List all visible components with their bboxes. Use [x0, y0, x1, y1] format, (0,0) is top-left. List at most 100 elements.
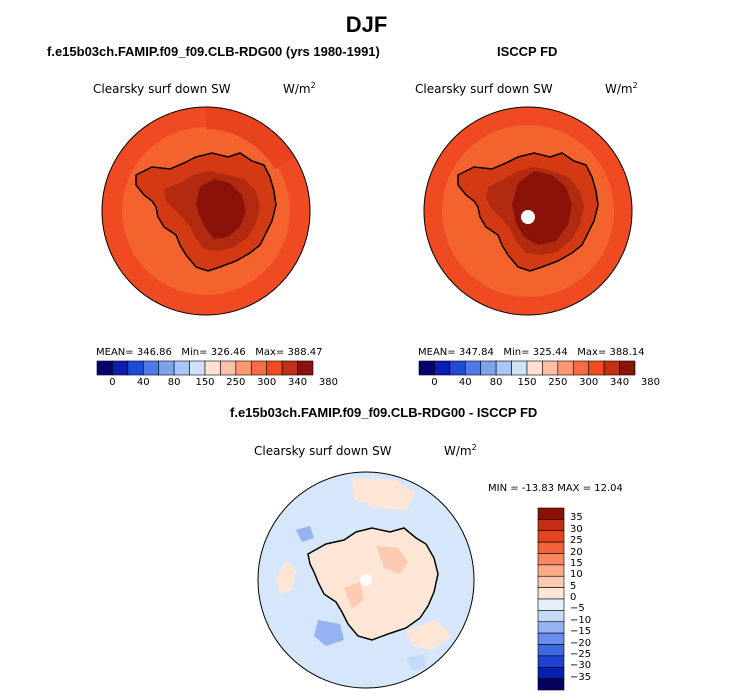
- diff-colorbar-tick-label: 15: [570, 557, 583, 569]
- model-units-label: W/m2: [283, 81, 316, 96]
- model-coastline: [135, 152, 277, 272]
- obs-colorbar-box: [619, 360, 636, 376]
- diff-colorbar-box: [537, 621, 565, 634]
- diff-continent-anomaly: [308, 528, 438, 640]
- diff-colorbar-tick-label: −10: [570, 614, 592, 626]
- obs-colorbar-tick-label: 40: [458, 377, 472, 388]
- model-colorbar-box: [220, 360, 237, 376]
- obs-colorbar-box: [557, 360, 574, 376]
- obs-colorbar-box: [603, 360, 620, 376]
- diff-colorbar-box: [537, 632, 565, 645]
- diff-negative-area-2: [296, 526, 314, 542]
- diff-continent-patch-1: [376, 546, 408, 574]
- diff-colorbar-tick-label: 0: [570, 592, 577, 603]
- model-colorbar-box: [204, 360, 221, 376]
- obs-colorbar-box: [434, 360, 451, 376]
- model-colorbar-box: [142, 360, 160, 376]
- diff-panel-title: f.e15b03ch.FAMIP.f09_f09.CLB-RDG00 - ISC…: [230, 405, 538, 420]
- obs-colorbar-box: [495, 360, 512, 376]
- obs-colorbar-tick-label: 150: [517, 377, 537, 388]
- diff-stats: MIN = -13.83 MAX = 12.04: [488, 483, 623, 494]
- model-colorbar-tick-label: 150: [195, 377, 215, 388]
- model-colorbar-box: [173, 360, 190, 376]
- diff-colorbar-tick-label: 30: [570, 523, 583, 535]
- diff-coastline: [307, 527, 439, 641]
- diff-colorbar-tick-label: 20: [570, 546, 583, 558]
- model-panel-title: f.e15b03ch.FAMIP.f09_f09.CLB-RDG00 (yrs …: [47, 44, 380, 59]
- model-colorbar-box: [96, 360, 113, 376]
- obs-units-label: W/m2: [605, 81, 638, 96]
- diff-positive-area-3: [406, 620, 452, 650]
- obs-stats: MEAN= 347.84 Min= 325.44 Max= 388.14: [418, 347, 645, 358]
- model-ring-patch: [206, 106, 295, 169]
- obs-colorbar-box: [588, 360, 605, 376]
- obs-panel-title: ISCCP FD: [497, 44, 558, 59]
- diff-colorbar-ticks: 35 30 25 20 15 10 5 0 −5 −10 −15 −20 −25 −30 −35: [570, 508, 610, 690]
- obs-polar-map: [423, 106, 633, 316]
- model-colorbar-box: [266, 360, 283, 376]
- diff-colorbar-box: [537, 655, 565, 668]
- diff-pole-mask: [360, 574, 372, 586]
- diff-colorbar-box: [537, 575, 565, 588]
- model-colorbar-tick-label: 80: [167, 377, 181, 388]
- diff-positive-area-1: [352, 478, 416, 510]
- diff-colorbar-box: [537, 644, 565, 657]
- obs-colorbar-tick-label: 0: [431, 377, 438, 388]
- model-colorbar-tick-label: 380: [318, 377, 338, 388]
- obs-colorbar-tick-label: 250: [548, 377, 568, 388]
- model-colorbar-tick-label: 250: [226, 377, 246, 388]
- diff-continent-patch-2: [344, 582, 364, 608]
- obs-colorbar: [418, 360, 636, 376]
- figure-title: DJF: [345, 12, 388, 37]
- model-polar-map: [101, 106, 311, 316]
- diff-colorbar-box: [537, 530, 565, 543]
- model-map-border: [101, 106, 311, 316]
- diff-colorbar-box: [537, 507, 565, 520]
- diff-colorbar-tick-label: 5: [570, 580, 577, 592]
- obs-colorbar-tick-label: 300: [579, 377, 599, 388]
- diff-colorbar-tick-label: −35: [570, 671, 592, 683]
- obs-colorbar-box: [526, 360, 543, 376]
- diff-negative-area-1: [314, 620, 344, 646]
- model-colorbar-box: [235, 360, 252, 376]
- model-colorbar-tick-label: 340: [288, 377, 308, 388]
- diff-negative-area-3: [406, 654, 426, 670]
- obs-colorbar-box: [464, 360, 482, 376]
- diff-colorbar-tick-label: −25: [570, 648, 592, 660]
- diff-map-border: [257, 471, 475, 689]
- diff-colorbar-tick-label: −20: [570, 637, 592, 649]
- model-colorbar: [96, 360, 314, 376]
- model-colorbar-box: [250, 360, 268, 376]
- model-colorbar-box: [158, 360, 175, 376]
- diff-colorbar-tick-label: −5: [570, 603, 585, 615]
- diff-units-label: W/m2: [444, 443, 477, 458]
- model-colorbar-tick-label: 40: [136, 377, 150, 388]
- diff-colorbar-box: [537, 587, 565, 600]
- model-colorbar-box: [112, 360, 129, 376]
- model-stats: MEAN= 346.86 Min= 326.46 Max= 388.47: [96, 347, 323, 358]
- obs-map-border: [423, 106, 633, 316]
- diff-colorbar-tick-label: 25: [570, 535, 583, 547]
- diff-colorbar-tick-label: −15: [570, 626, 592, 638]
- diff-colorbar-tick-label: 10: [570, 569, 583, 581]
- obs-variable-label: Clearsky surf down SW: [415, 82, 553, 96]
- diff-colorbar-box: [537, 519, 565, 532]
- model-colorbar-tick-label: 300: [257, 377, 277, 388]
- model-colorbar-box: [281, 360, 298, 376]
- diff-colorbar: [537, 507, 565, 691]
- obs-colorbar-box: [511, 360, 528, 376]
- model-colorbar-box: [189, 360, 206, 376]
- obs-colorbar-box: [449, 360, 466, 376]
- obs-plateau-core: [512, 171, 572, 245]
- diff-colorbar-tick-label: −30: [570, 660, 592, 672]
- obs-coastline: [457, 152, 599, 272]
- obs-colorbar-box: [480, 360, 497, 376]
- obs-colorbar-box: [542, 360, 559, 376]
- obs-colorbar-box: [572, 360, 590, 376]
- obs-pole-mask: [521, 210, 535, 224]
- diff-positive-area-2: [276, 560, 296, 594]
- diff-colorbar-box: [537, 678, 565, 691]
- model-plateau-core: [196, 179, 246, 239]
- model-variable-label: Clearsky surf down SW: [93, 82, 231, 96]
- obs-colorbar-box: [418, 360, 435, 376]
